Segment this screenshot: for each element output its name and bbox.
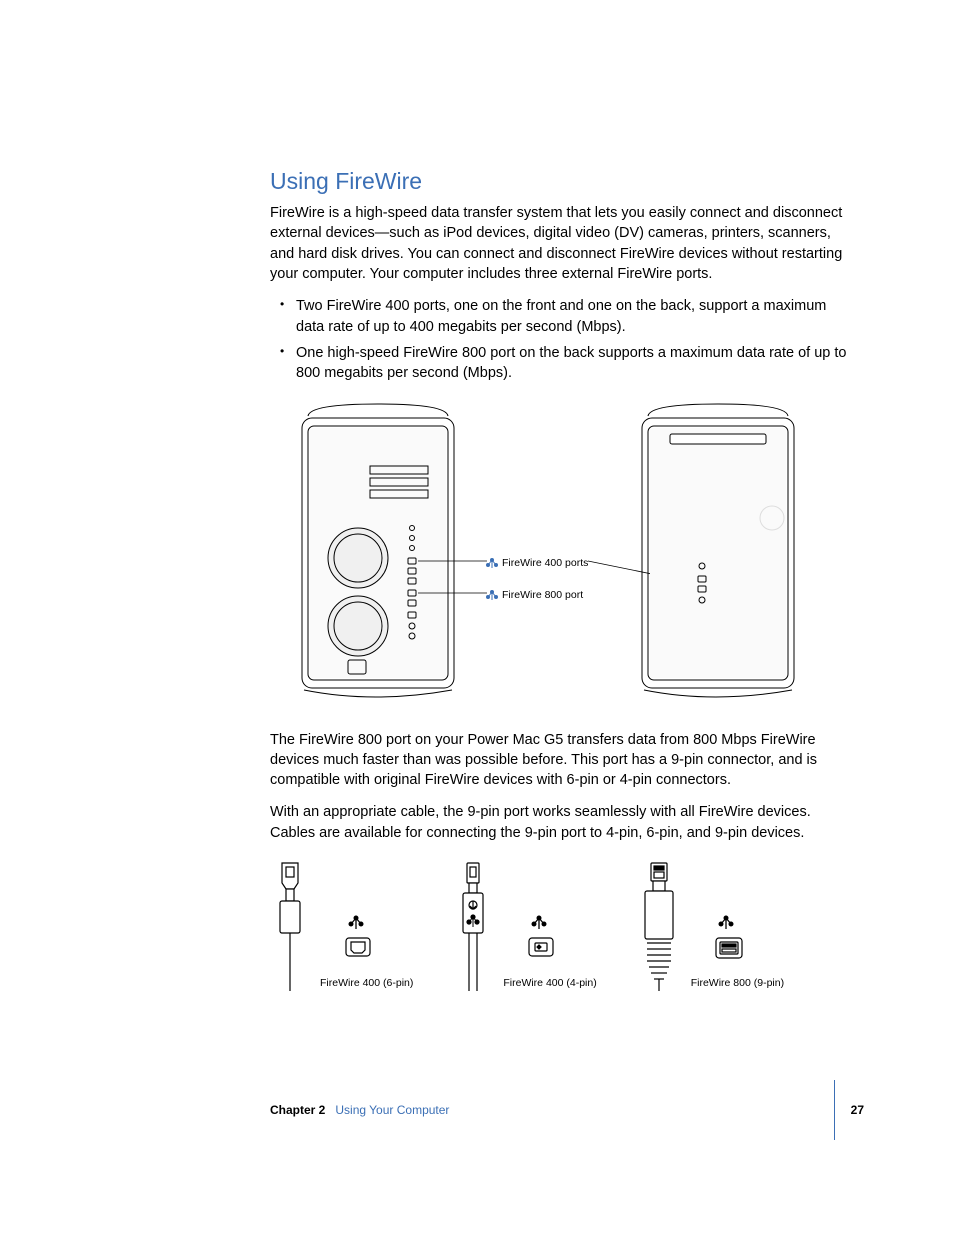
cable-fw400-6pin: FireWire 400 (6-pin) [270, 861, 413, 991]
feature-bullet-list: Two FireWire 400 ports, one on the front… [270, 296, 854, 383]
port-9pin-icon [714, 914, 760, 964]
cable-fw800-9pin: FireWire 800 (9-pin) [637, 861, 784, 991]
cable-label: FireWire 400 (4-pin) [503, 976, 596, 991]
tower-port-diagram: FireWire 400 ports FireWire 800 port [270, 398, 854, 708]
page-number: 27 [851, 1102, 864, 1119]
tower-diagram-svg: FireWire 400 ports FireWire 800 port [270, 398, 854, 708]
port-4pin-icon [527, 914, 573, 964]
body-paragraph-2: The FireWire 800 port on your Power Mac … [270, 730, 854, 791]
page-footer: Chapter 2 Using Your Computer 27 [270, 1080, 864, 1140]
connector-6pin-icon [270, 861, 310, 991]
cable-fw400-4pin: FireWire 400 (4-pin) [453, 861, 596, 991]
list-item: Two FireWire 400 ports, one on the front… [284, 296, 854, 337]
cable-connector-diagram: FireWire 400 (6-pin) [270, 861, 854, 991]
intro-paragraph: FireWire is a high-speed data transfer s… [270, 203, 854, 284]
callout-fw800-label: FireWire 800 port [502, 589, 583, 601]
footer-divider [834, 1080, 835, 1140]
cable-label: FireWire 400 (6-pin) [320, 976, 413, 991]
chapter-title: Using Your Computer [335, 1102, 449, 1119]
chapter-number-label: Chapter 2 [270, 1102, 325, 1119]
callout-fw400-label: FireWire 400 ports [502, 557, 588, 569]
cable-label: FireWire 800 (9-pin) [691, 976, 784, 991]
connector-9pin-icon [637, 861, 681, 991]
body-paragraph-3: With an appropriate cable, the 9-pin por… [270, 802, 854, 843]
list-item: One high-speed FireWire 800 port on the … [284, 343, 854, 384]
connector-4pin-icon [453, 861, 493, 991]
document-page: Using FireWire FireWire is a high-speed … [0, 0, 954, 1051]
port-6pin-icon [344, 914, 390, 964]
section-heading: Using FireWire [270, 165, 854, 197]
